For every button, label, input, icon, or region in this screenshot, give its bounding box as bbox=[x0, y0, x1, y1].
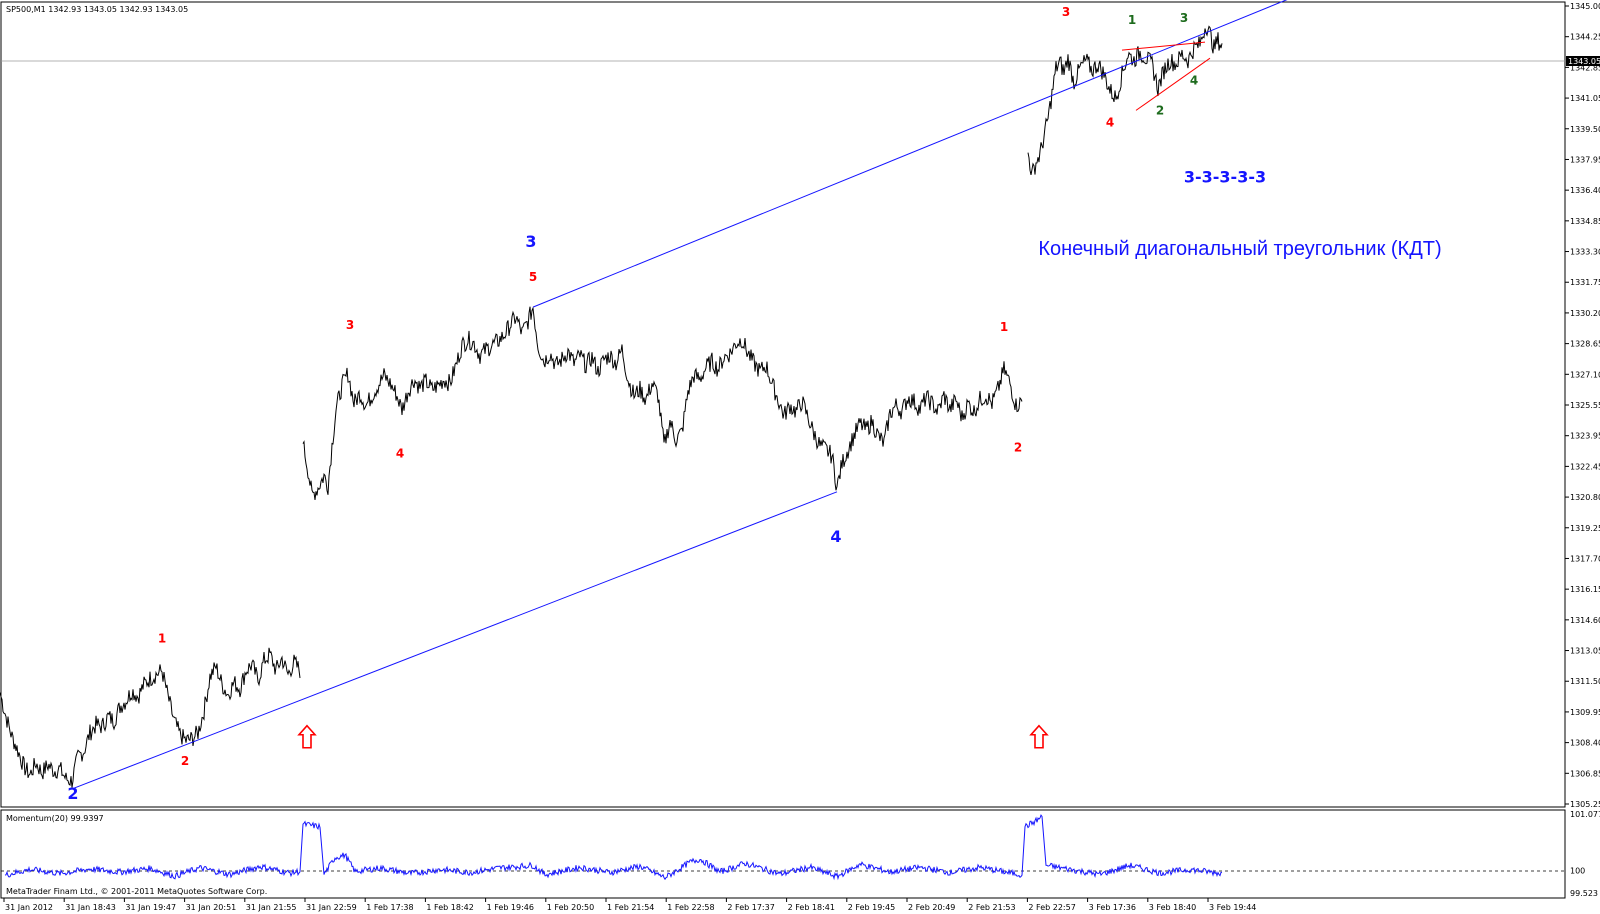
x-tick-label: 3 Feb 18:40 bbox=[1149, 903, 1196, 912]
y-tick-label: 1320.80 bbox=[1570, 493, 1600, 502]
x-tick-label: 1 Feb 22:58 bbox=[667, 903, 714, 912]
y-tick-label: 1334.85 bbox=[1570, 217, 1600, 226]
y-tick-label: 1330.20 bbox=[1570, 309, 1600, 318]
wave-label: 4 bbox=[1106, 115, 1114, 129]
x-tick-label: 1 Feb 17:38 bbox=[366, 903, 413, 912]
channel-line-1 bbox=[71, 491, 838, 790]
arrow-up-icon bbox=[1029, 724, 1049, 749]
wave-label: 4 bbox=[1190, 73, 1198, 87]
x-tick-label: 3 Feb 19:44 bbox=[1209, 903, 1256, 912]
y-tick-label: 1327.10 bbox=[1570, 370, 1600, 379]
last-price-badge: 1343.05 bbox=[1568, 57, 1600, 66]
wave-pattern-label: 3-3-3-3-3 bbox=[1184, 168, 1266, 187]
price-series-2 bbox=[302, 306, 1023, 500]
wave-label: 3 bbox=[525, 232, 536, 251]
momentum-layer bbox=[4, 814, 1222, 881]
x-tick-label: 2 Feb 21:53 bbox=[968, 903, 1015, 912]
wave-label: 2 bbox=[1014, 441, 1022, 455]
y-tick-label: 1314.60 bbox=[1570, 616, 1600, 625]
x-tick-label: 31 Jan 22:59 bbox=[306, 903, 357, 912]
wave-label: 4 bbox=[830, 527, 841, 546]
x-tick-label: 31 Jan 19:47 bbox=[125, 903, 176, 912]
y-tick-label: 1331.75 bbox=[1570, 278, 1600, 287]
x-tick-label: 2 Feb 22:57 bbox=[1028, 903, 1075, 912]
y-tick-label: 1336.40 bbox=[1570, 186, 1600, 195]
y-tick-label: 1328.65 bbox=[1570, 340, 1600, 349]
price-series-3 bbox=[1027, 25, 1223, 176]
x-axis: 31 Jan 2012 31 Jan 18:43 31 Jan 19:47 31 Ja… bbox=[3, 898, 1256, 912]
copyright-text: MetaTrader Finam Ltd., © 2001-2011 MetaQ… bbox=[6, 887, 267, 896]
y-tick-label: 1305.25 bbox=[1570, 800, 1600, 809]
y-tick-label: 1325.55 bbox=[1570, 401, 1600, 410]
momentum-panel-frame bbox=[0, 809, 1566, 899]
wave-label: 4 bbox=[396, 447, 404, 461]
price-layer bbox=[0, 0, 1288, 790]
x-tick-label: 1 Feb 18:42 bbox=[426, 903, 473, 912]
y-tick-label: 1342.85 bbox=[1570, 63, 1600, 72]
y-tick-label: 1344.25 bbox=[1570, 33, 1600, 42]
wave-label: 2 bbox=[1156, 103, 1164, 117]
y-tick-label: 1341.05 bbox=[1570, 94, 1600, 103]
x-tick-label: 3 Feb 17:36 bbox=[1089, 903, 1136, 912]
momentum-y-tick-label: 99.523 bbox=[1570, 889, 1598, 898]
y-tick-label: 1333.30 bbox=[1570, 248, 1600, 257]
wave-label: 1 bbox=[158, 631, 166, 645]
y-tick-label: 1339.50 bbox=[1570, 125, 1600, 134]
momentum-y-tick-label: 101.077 bbox=[1570, 810, 1600, 819]
momentum-title: Momentum(20) 99.9397 bbox=[6, 814, 104, 823]
wave-label: 2 bbox=[181, 754, 189, 768]
wave-label: 5 bbox=[529, 270, 537, 284]
x-tick-label: 31 Jan 2012 bbox=[5, 903, 53, 912]
y-tick-label: 1308.40 bbox=[1570, 739, 1600, 748]
y-tick-label: 1317.70 bbox=[1570, 554, 1600, 563]
channel-line-2 bbox=[532, 0, 1288, 308]
x-tick-label: 2 Feb 17:37 bbox=[727, 903, 774, 912]
wave-label: 1 bbox=[1128, 13, 1136, 27]
y-tick-label: 1337.95 bbox=[1570, 155, 1600, 164]
y-tick-label: 1323.95 bbox=[1570, 432, 1600, 441]
triangle-line-2 bbox=[1135, 57, 1211, 111]
y-tick-label: 1322.45 bbox=[1570, 462, 1600, 471]
x-tick-label: 2 Feb 20:49 bbox=[908, 903, 955, 912]
x-tick-label: 31 Jan 21:55 bbox=[246, 903, 297, 912]
last-price-badge-bg bbox=[1566, 56, 1600, 66]
x-tick-label: 31 Jan 18:43 bbox=[65, 903, 116, 912]
arrow-up-icon bbox=[297, 724, 317, 749]
wave-label: 3 bbox=[1180, 11, 1188, 25]
x-tick-label: 1 Feb 20:50 bbox=[547, 903, 594, 912]
y-tick-label: 1316.15 bbox=[1570, 585, 1600, 594]
pattern-title: Конечный диагональный треугольник (КДТ) bbox=[1038, 238, 1441, 260]
price-series-1 bbox=[0, 647, 301, 788]
chart-header: SP500,M1 1342.93 1343.05 1342.93 1343.05 bbox=[6, 5, 188, 14]
wave-label: 3 bbox=[346, 318, 354, 332]
x-tick-label: 1 Feb 19:46 bbox=[487, 903, 534, 912]
y-axis: 1345.00 1344.25 1342.85 1341.05 1339.50 1337.… bbox=[1565, 2, 1600, 898]
wave-label: 3 bbox=[1062, 5, 1070, 19]
x-tick-label: 31 Jan 20:51 bbox=[186, 903, 237, 912]
triangle-line-1 bbox=[1121, 41, 1206, 51]
y-tick-label: 1309.95 bbox=[1570, 708, 1600, 717]
x-tick-label: 2 Feb 18:41 bbox=[788, 903, 835, 912]
y-tick-label: 1311.50 bbox=[1570, 677, 1600, 686]
x-tick-label: 2 Feb 19:45 bbox=[848, 903, 895, 912]
momentum-y-tick-label: 100 bbox=[1570, 866, 1585, 875]
wave-label: 1 bbox=[1000, 320, 1008, 334]
x-tick-label: 1 Feb 21:54 bbox=[607, 903, 654, 912]
wave-label: 2 bbox=[67, 784, 78, 803]
momentum-series bbox=[4, 814, 1222, 881]
y-tick-label: 1319.25 bbox=[1570, 524, 1600, 533]
y-tick-label: 1345.00 bbox=[1570, 2, 1600, 11]
y-tick-label: 1306.85 bbox=[1570, 769, 1600, 778]
y-tick-label: 1313.05 bbox=[1570, 647, 1600, 656]
